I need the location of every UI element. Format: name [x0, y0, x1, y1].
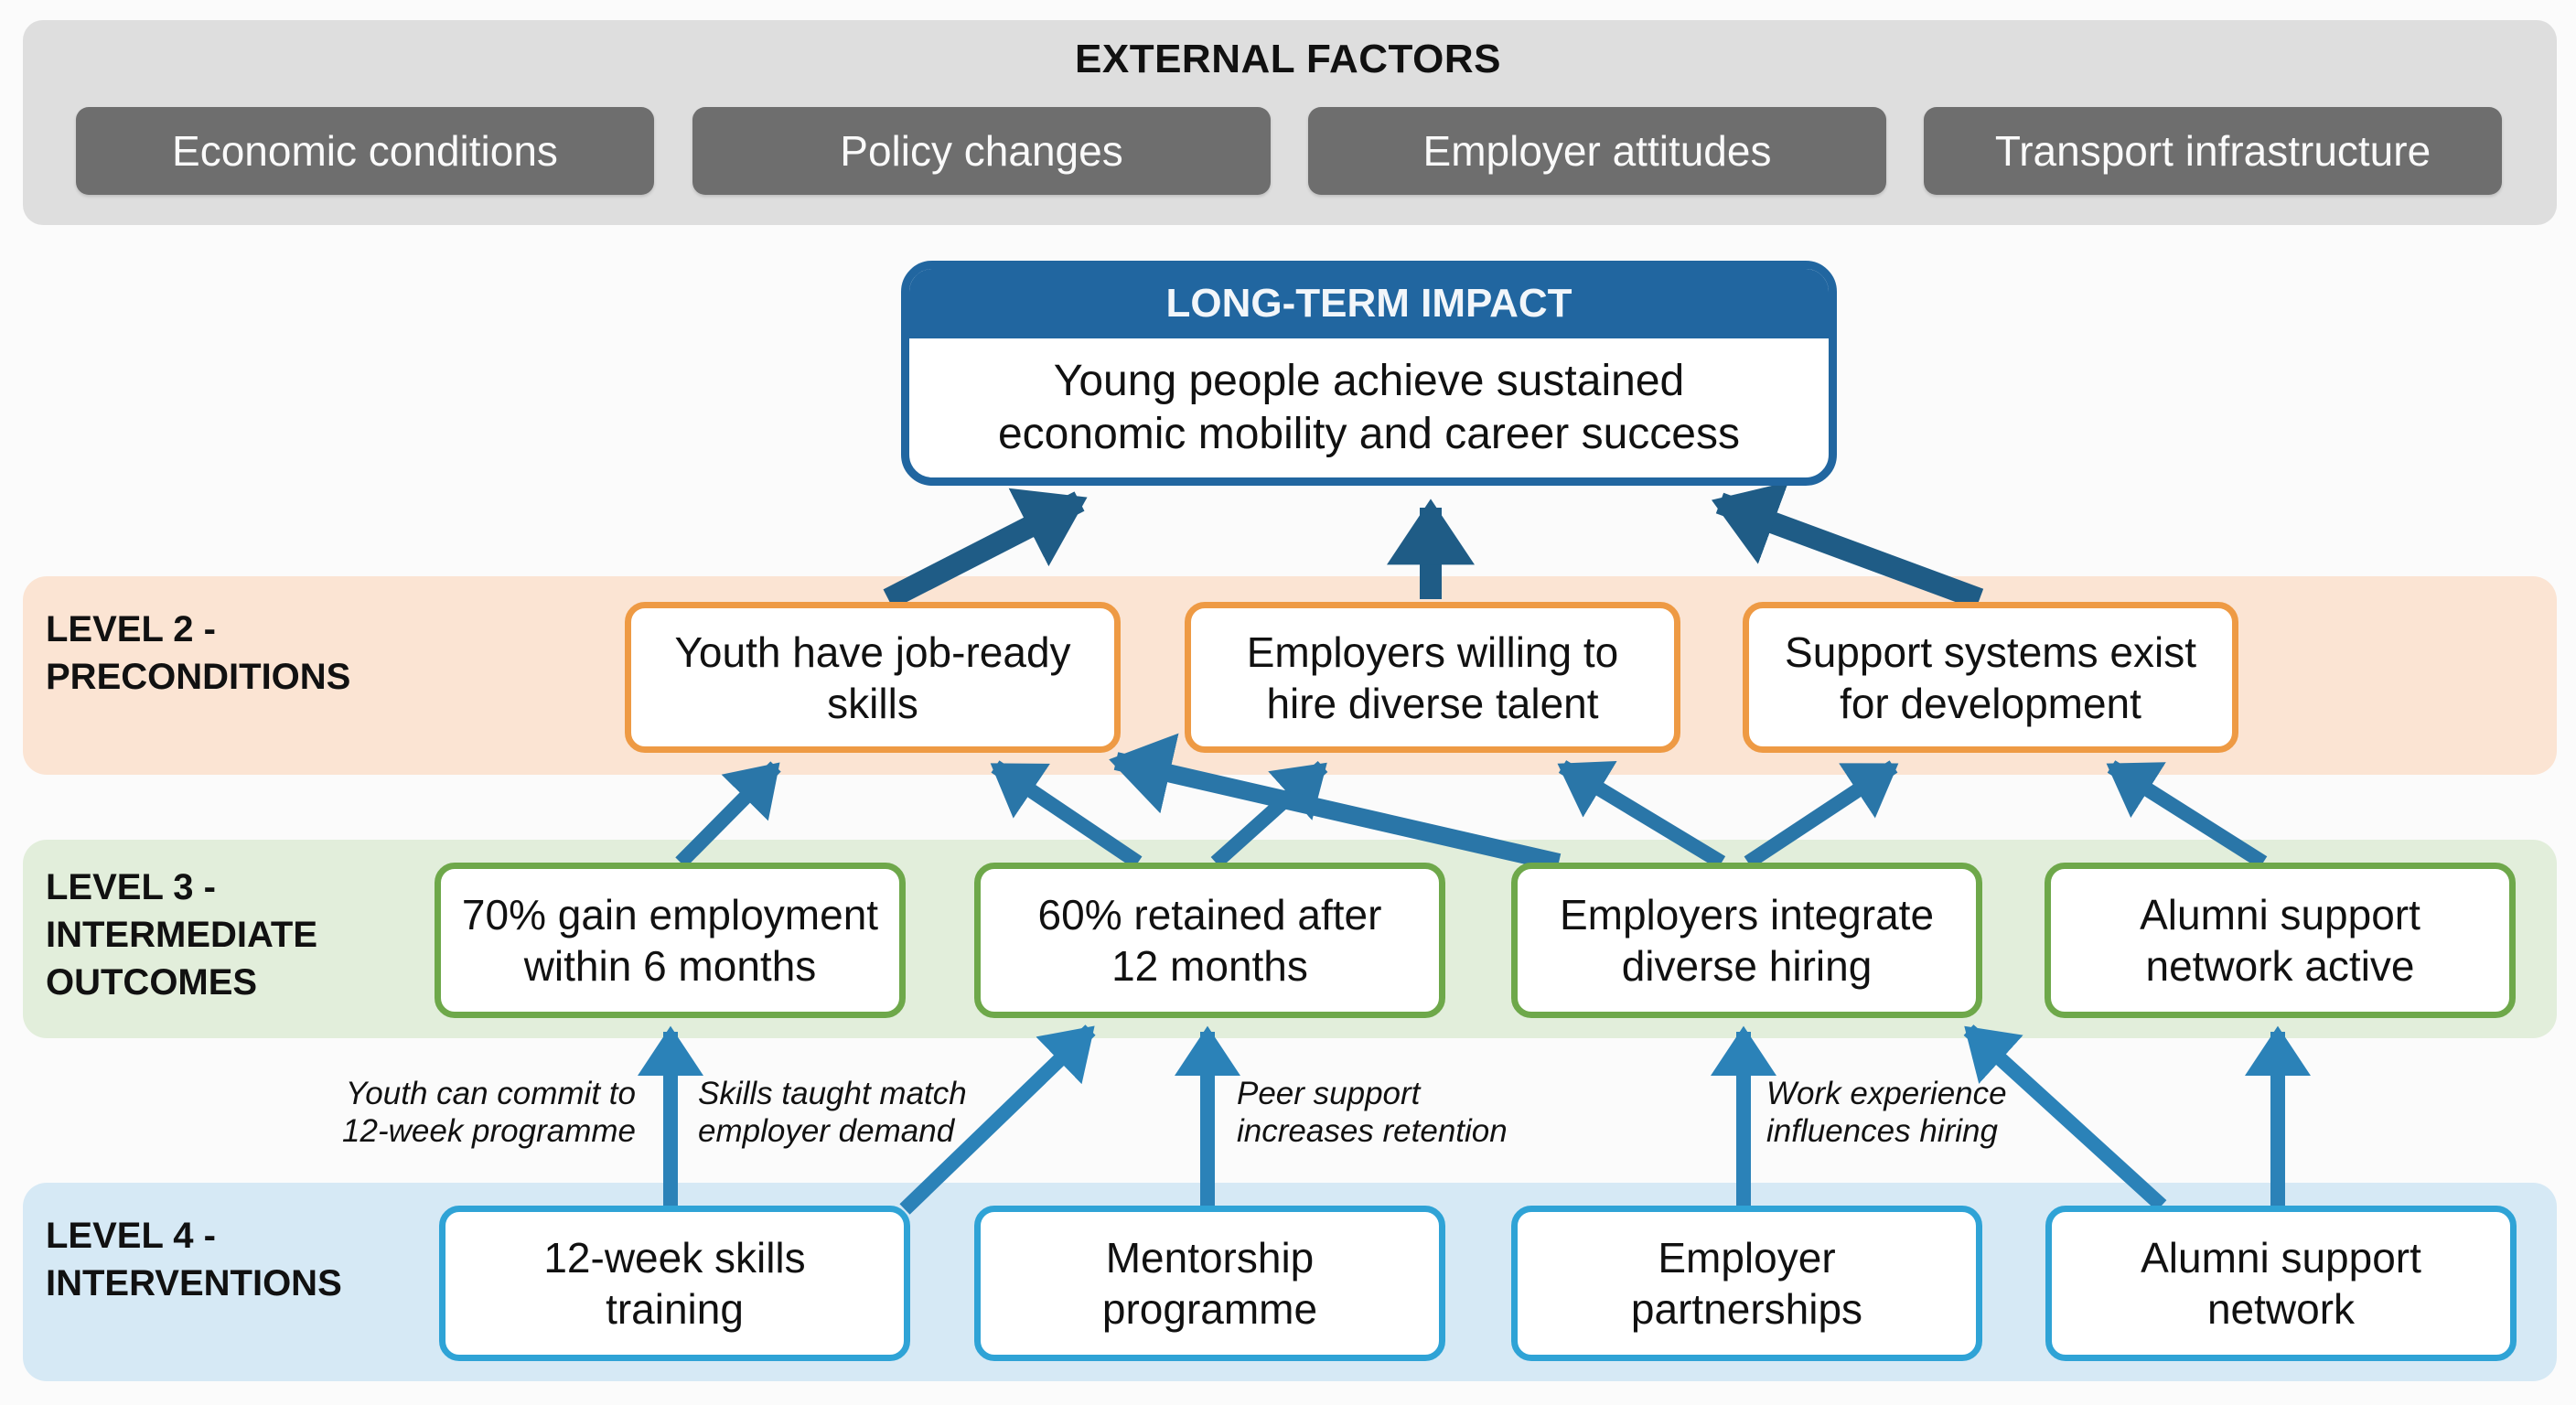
intervention-skills-training: 12-week skills training: [439, 1206, 910, 1361]
external-factors-title: EXTERNAL FACTORS: [1075, 37, 1501, 81]
assumption-work-experience: Work experience influences hiring: [1766, 1076, 2007, 1149]
long-term-impact-text: Young people achieve sustained economic …: [997, 357, 1740, 458]
outcome-employment-70: 70% gain employment within 6 months: [435, 863, 906, 1018]
arrow-skills-to-impact: [883, 488, 1088, 609]
long-term-impact-box: LONG-TERM IMPACT Young people achieve su…: [901, 261, 1837, 486]
arrows-to-outcomes: [638, 1024, 2311, 1215]
intervention-employer-partnerships: Employer partnerships: [1511, 1206, 1982, 1361]
outcome-retention-60: 60% retained after 12 months: [974, 863, 1445, 1018]
outcome-alumni-network: Alumni support network active: [2045, 863, 2516, 1018]
intervention-alumni-network: Alumni support network: [2045, 1206, 2517, 1361]
precondition-job-ready-skills: Youth have job-ready skills: [625, 602, 1121, 753]
level-4-label: LEVEL 4 - INTERVENTIONS: [46, 1216, 342, 1303]
precondition-employers-willing: Employers willing to hire diverse talent: [1185, 602, 1680, 753]
long-term-impact-title: LONG-TERM IMPACT: [909, 269, 1829, 338]
external-factor-policy: Policy changes: [692, 107, 1271, 195]
level-3-label: LEVEL 3 - INTERMEDIATE OUTCOMES: [46, 867, 318, 1003]
intervention-mentorship: Mentorship programme: [974, 1206, 1445, 1361]
external-factor-transport: Transport infrastructure: [1924, 107, 2502, 195]
arrows-to-preconditions: [675, 733, 2268, 872]
arrows-to-impact: [883, 481, 1984, 610]
outcome-diverse-hiring: Employers integrate diverse hiring: [1511, 863, 1982, 1018]
arrow-support-to-impact: [1711, 481, 1984, 610]
external-factor-employer-attitudes: Employer attitudes: [1308, 107, 1886, 195]
level-2-label: LEVEL 2 - PRECONDITIONS: [46, 609, 351, 697]
assumption-commit: Youth can commit to 12-week programme: [342, 1076, 636, 1149]
external-factor-economic: Economic conditions: [76, 107, 654, 195]
precondition-support-systems: Support systems exist for development: [1743, 602, 2238, 753]
assumption-peer-support: Peer support increases retention: [1237, 1076, 1508, 1149]
assumption-skills-match: Skills taught match employer demand: [698, 1076, 967, 1149]
